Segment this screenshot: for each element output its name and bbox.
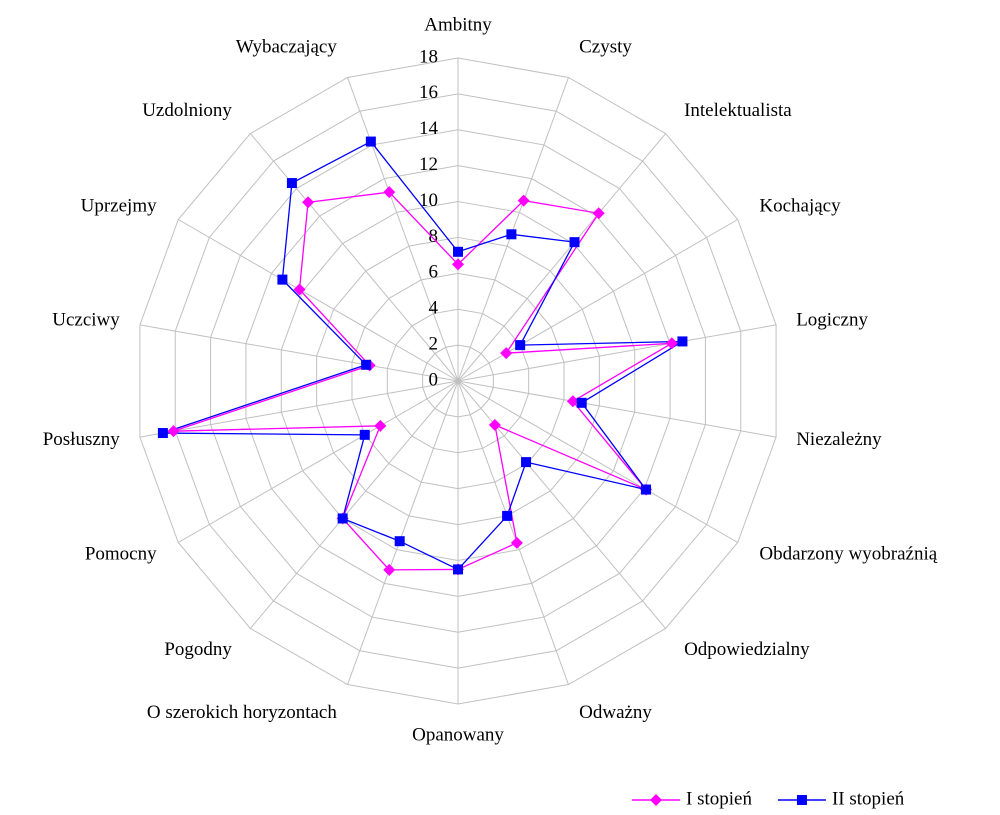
point bbox=[569, 237, 580, 248]
point bbox=[510, 536, 523, 549]
legend-label: II stopień bbox=[832, 788, 905, 809]
point bbox=[506, 229, 517, 240]
point bbox=[361, 359, 372, 370]
category-label: Obdarzony wyobraźnią bbox=[759, 543, 937, 564]
point bbox=[488, 418, 501, 431]
point bbox=[576, 397, 587, 408]
legend-marker bbox=[650, 794, 662, 806]
spoke bbox=[139, 324, 459, 382]
point bbox=[521, 457, 532, 468]
r-tick-label: 14 bbox=[419, 118, 439, 139]
point bbox=[517, 194, 530, 207]
point bbox=[665, 337, 678, 350]
category-label: Niezależny bbox=[796, 429, 882, 450]
r-tick-label: 12 bbox=[419, 154, 438, 175]
point bbox=[452, 258, 464, 271]
spoke bbox=[139, 380, 459, 438]
spoke bbox=[457, 380, 738, 543]
r-tick-label: 10 bbox=[419, 190, 438, 211]
spoke bbox=[457, 133, 667, 382]
point bbox=[359, 429, 370, 440]
point bbox=[383, 563, 396, 576]
r-tick-label: 8 bbox=[429, 226, 439, 247]
r-tick-label: 4 bbox=[429, 298, 439, 319]
point bbox=[365, 136, 376, 147]
point bbox=[515, 340, 526, 351]
category-label: Pomocny bbox=[85, 543, 157, 564]
spoke bbox=[457, 380, 777, 438]
r-tick-label: 6 bbox=[429, 262, 439, 283]
category-label: Czysty bbox=[579, 37, 632, 58]
r-tick-label: 2 bbox=[429, 333, 439, 354]
point bbox=[453, 246, 463, 257]
point bbox=[157, 428, 168, 439]
r-tick-label: 16 bbox=[419, 82, 438, 103]
point bbox=[394, 536, 405, 547]
spoke bbox=[347, 77, 459, 382]
spoke bbox=[178, 380, 459, 543]
point bbox=[293, 283, 306, 296]
point bbox=[502, 510, 513, 521]
legend-label: I stopień bbox=[686, 788, 752, 809]
point bbox=[500, 347, 513, 360]
category-label: Odważny bbox=[579, 702, 652, 723]
r-tick-label: 18 bbox=[419, 46, 438, 67]
spoke bbox=[249, 380, 459, 629]
point bbox=[374, 419, 387, 432]
point bbox=[337, 513, 348, 524]
category-label: Posłuszny bbox=[43, 429, 121, 450]
spoke bbox=[347, 380, 459, 685]
point bbox=[286, 178, 297, 189]
category-label: Uprzejmy bbox=[81, 195, 157, 216]
category-label: Pogodny bbox=[164, 639, 232, 660]
category-label: Intelektualista bbox=[684, 100, 792, 121]
point bbox=[277, 274, 288, 285]
category-label: Wybaczający bbox=[236, 37, 338, 58]
point bbox=[383, 186, 396, 199]
category-label: Opanowany bbox=[412, 724, 504, 745]
point bbox=[167, 425, 180, 438]
category-label: Logiczny bbox=[796, 310, 868, 331]
point bbox=[453, 564, 463, 575]
category-label: Uzdolniony bbox=[142, 100, 232, 121]
spoke bbox=[457, 324, 777, 382]
spoke bbox=[249, 133, 459, 382]
category-label: O szerokich horyzontach bbox=[147, 702, 337, 723]
point bbox=[302, 196, 315, 209]
spoke bbox=[457, 77, 569, 382]
point bbox=[641, 484, 652, 495]
category-label: Uczciwy bbox=[52, 310, 120, 331]
category-label: Kochający bbox=[759, 195, 841, 216]
point bbox=[677, 336, 688, 347]
r-tick-label: 0 bbox=[429, 369, 439, 390]
legend-marker bbox=[796, 795, 807, 805]
spoke bbox=[457, 380, 569, 685]
category-label: Ambitny bbox=[424, 14, 492, 35]
spoke bbox=[178, 219, 459, 382]
point bbox=[566, 395, 579, 408]
point bbox=[592, 207, 605, 220]
category-label: Odpowiedzialny bbox=[684, 639, 810, 660]
